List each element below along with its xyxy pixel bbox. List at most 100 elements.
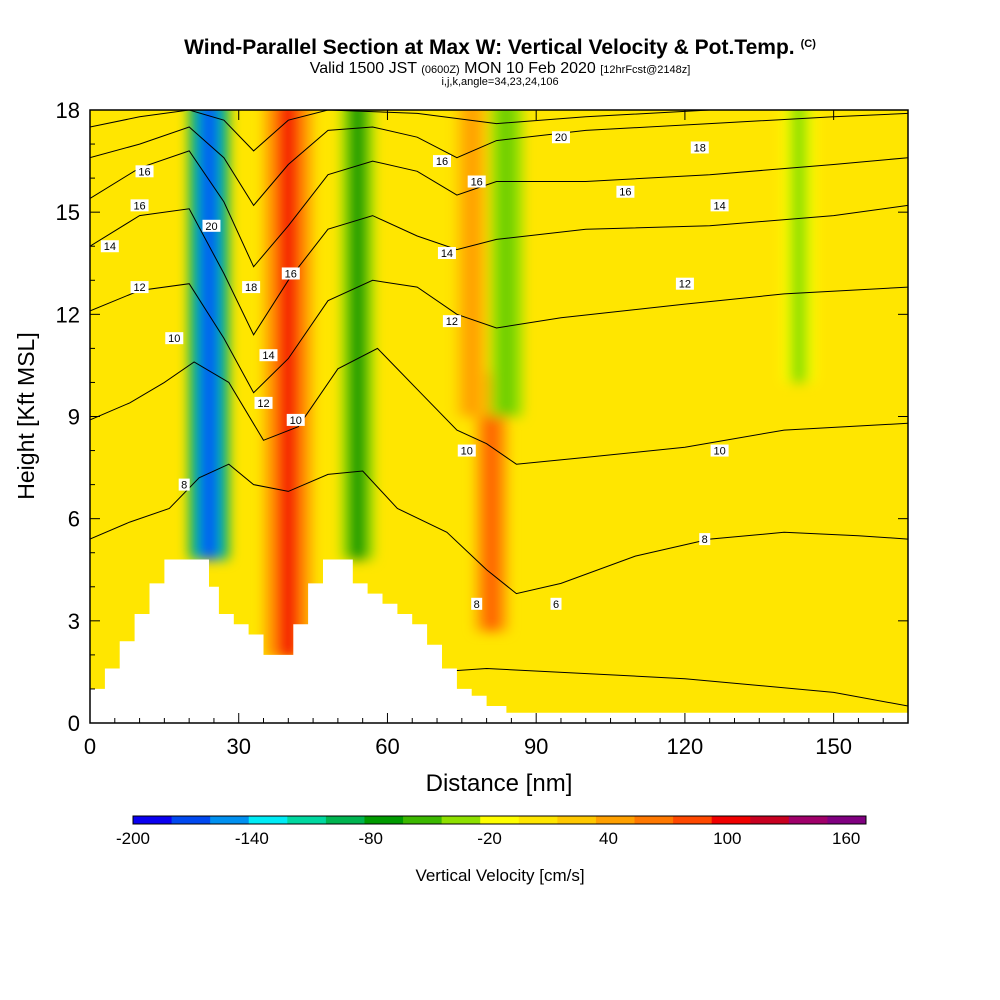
y-tick-label: 3	[68, 609, 80, 634]
colorbar-swatch	[634, 816, 674, 824]
colorbar-swatch	[403, 816, 443, 824]
theta-contour-10	[90, 347, 908, 465]
contour-label: 18	[245, 282, 257, 294]
colorbar-label: Vertical Velocity [cm/s]	[415, 866, 584, 885]
axes: 0 30 60 90 120 150 0 3 6 9 12 15 18	[56, 98, 908, 759]
y-tick-label: 0	[68, 711, 80, 736]
theta-contour-16	[90, 150, 908, 268]
y-tick-label: 9	[68, 405, 80, 430]
x-tick-label: 30	[226, 734, 250, 759]
contour-label: 16	[133, 200, 145, 212]
colorbar-swatch	[248, 816, 288, 824]
contour-label-bg	[467, 175, 486, 188]
theta-contour-20	[90, 110, 908, 152]
velocity-core	[354, 110, 361, 560]
contour-label-bg	[254, 396, 273, 409]
colorbar-tick-label: -80	[358, 829, 383, 848]
contour-label-bg	[135, 165, 154, 178]
contour-label-bg	[442, 315, 461, 328]
chart-subtitle: Valid 1500 JST (0600Z) MON 10 Feb 2020 […	[309, 60, 691, 77]
y-tick-label: 6	[68, 507, 80, 532]
x-axis-label: Distance [nm]	[426, 770, 573, 797]
chart-title: Wind-Parallel Section at Max W: Vertical…	[184, 36, 816, 59]
velocity-core	[204, 110, 213, 560]
contour-label-bg	[690, 141, 709, 154]
velocity-core	[795, 110, 803, 383]
grid-info: i,j,k,angle=34,23,24,106	[441, 76, 559, 88]
contour-label-bg	[616, 185, 635, 198]
colorbar-swatch	[673, 816, 713, 824]
colorbar-tick-label: -200	[116, 829, 150, 848]
terrain-mask	[90, 559, 908, 723]
colorbar-swatch	[287, 816, 327, 824]
contour-label-bg	[286, 413, 305, 426]
contour-label-bg	[550, 597, 562, 610]
contour-label: 14	[262, 350, 274, 362]
contour-label-bg	[100, 240, 119, 253]
contour-label: 10	[713, 446, 725, 458]
colorbar-swatch	[750, 816, 790, 824]
contour-label-bg	[437, 247, 456, 260]
velocity-core	[468, 110, 475, 417]
contour-label-bg	[202, 219, 221, 232]
contour-label-bg	[242, 281, 261, 294]
contour-label: 12	[446, 316, 458, 328]
x-tick-label: 120	[667, 734, 704, 759]
colorbar-frame	[132, 815, 867, 825]
velocity-core	[283, 110, 294, 659]
colorbar-swatch	[827, 816, 867, 824]
contour-label-bg	[281, 267, 300, 280]
colorbar: -200 -140 -80 -20 40 100 160	[116, 815, 867, 848]
contour-label-bg	[457, 444, 476, 457]
colorbar-tick-label: 100	[713, 829, 741, 848]
contour-label-bg	[130, 199, 149, 212]
contour-label-bg	[551, 131, 570, 144]
contour-label: 6	[553, 599, 559, 611]
x-tick-label: 150	[815, 734, 852, 759]
contour-label: 12	[257, 398, 269, 410]
colorbar-swatch	[325, 816, 365, 824]
colorbar-swatch	[364, 816, 404, 824]
x-tick-label: 90	[524, 734, 548, 759]
colorbar-swatch	[557, 816, 597, 824]
contour-label: 20	[205, 221, 217, 233]
contour-label: 10	[290, 415, 302, 427]
contour-label: 16	[471, 177, 483, 189]
theta-contour-14	[90, 204, 908, 336]
x-tick-label: 60	[375, 734, 399, 759]
colorbar-swatch	[210, 816, 250, 824]
y-tick-label: 18	[56, 98, 80, 123]
y-tick-label: 12	[56, 302, 80, 327]
theta-contour-12	[90, 279, 908, 394]
colorbar-swatch	[441, 816, 481, 824]
contour-label: 16	[619, 187, 631, 199]
colorbar-tick-label: 160	[832, 829, 860, 848]
terrain	[90, 559, 908, 723]
y-tick-label: 15	[56, 200, 80, 225]
contour-label: 14	[441, 248, 453, 260]
contour-label-bg	[259, 349, 278, 362]
contour-label: 14	[104, 241, 116, 253]
contour-label: 16	[436, 156, 448, 168]
velocity-core	[503, 110, 510, 417]
copyright-mark: (C)	[800, 38, 816, 50]
contour-label: 10	[168, 333, 180, 345]
contour-label: 8	[474, 599, 480, 611]
theta-contour-18	[90, 112, 908, 207]
x-tick-label: 0	[84, 734, 96, 759]
colorbar-swatch	[595, 816, 636, 824]
contour-label-bg	[165, 332, 184, 345]
contour-label-bg	[675, 277, 694, 290]
colorbar-swatch	[788, 816, 828, 824]
contour-label: 8	[702, 534, 708, 546]
contour-label-bg	[432, 155, 451, 168]
y-axis-label: Height [Kft MSL]	[13, 332, 39, 499]
contour-label: 16	[285, 268, 297, 280]
contour-label: 10	[461, 446, 473, 458]
contour-label-bg	[471, 597, 483, 610]
contour-label: 18	[694, 142, 706, 154]
potential-temperature-contours	[90, 110, 908, 707]
contour-label: 16	[138, 166, 150, 178]
colorbar-tick-label: -20	[477, 829, 502, 848]
